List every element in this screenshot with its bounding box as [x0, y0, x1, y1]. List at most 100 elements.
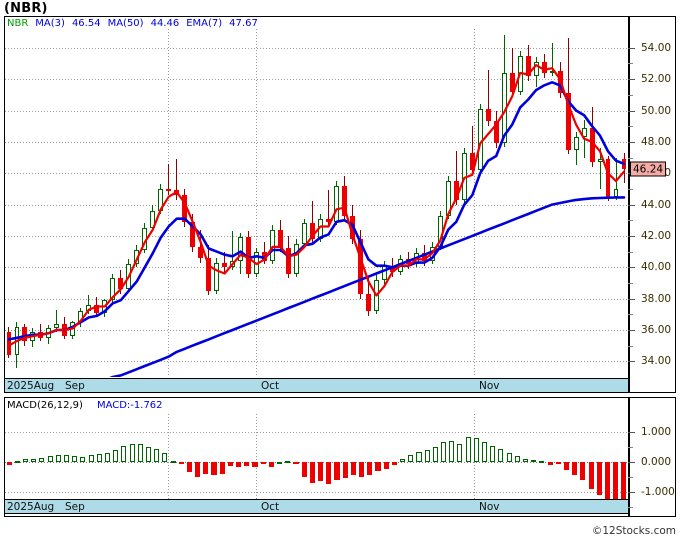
macd-histogram-bar [522, 458, 529, 462]
candle-body [222, 262, 228, 268]
macd-histogram-bar [301, 461, 307, 478]
macd-indicator-label: MACD(26,12,9) [7, 400, 83, 411]
macd-histogram-bar [391, 461, 397, 466]
candle-body [238, 237, 244, 261]
candle-body [365, 293, 371, 312]
price-axis-minor-tick [628, 188, 633, 190]
candle-body [94, 304, 100, 313]
candle-wick [224, 251, 226, 272]
macd-histogram-bar [129, 443, 135, 462]
candle-body [110, 278, 116, 301]
macd-histogram-bar [498, 449, 504, 462]
price-month-gridline [256, 29, 257, 377]
macd-histogram-bar [359, 461, 365, 478]
price-legend: NBR MA(3) 46.54 MA(50) 44.46 EMA(7) 47.67 [7, 18, 258, 29]
date-axis-label: 2025Aug [7, 501, 55, 513]
macd-histogram-bar [457, 444, 463, 462]
copyright-footer: ©12Stocks.com [591, 525, 676, 537]
macd-histogram-bar [227, 461, 233, 466]
macd-histogram-bar [375, 461, 381, 471]
macd-histogram-bar [244, 461, 250, 466]
macd-histogram-bar [350, 461, 356, 476]
macd-histogram-bar [490, 446, 496, 462]
macd-axis-tick [628, 461, 635, 463]
macd-axis-minor-tick [628, 446, 633, 448]
price-axis-minor-tick [628, 220, 633, 222]
macd-histogram-bar [252, 461, 258, 467]
macd-histogram-bar [195, 461, 201, 478]
price-axis-minor-tick [628, 126, 633, 128]
price-plot-area [5, 29, 628, 377]
date-axis-label: Oct [261, 380, 280, 392]
candle-wick [511, 47, 513, 97]
price-gridline [5, 235, 628, 237]
price-gridline [5, 361, 628, 363]
macd-plot-area [5, 414, 628, 514]
candle-wick [176, 159, 178, 200]
price-axis-label: 54.00 [641, 41, 672, 54]
macd-histogram-bar [162, 453, 168, 462]
candle-body [198, 246, 204, 258]
macd-histogram-bar [6, 461, 12, 465]
macd-histogram-bar [383, 461, 389, 469]
legend-ma50-value: 44.46 [150, 18, 180, 29]
price-axis-tick [628, 110, 635, 112]
candle-wick [615, 157, 617, 200]
price-axis-minor-tick [628, 251, 633, 253]
macd-gridline [5, 491, 628, 493]
price-gridline [5, 329, 628, 331]
price-axis-tick [628, 79, 635, 81]
macd-histogram-bar [334, 461, 340, 480]
candle-body [294, 243, 299, 274]
price-axis-label: 38.00 [641, 292, 672, 305]
candle-wick [200, 229, 202, 263]
price-overlay-lines [7, 63, 626, 377]
price-gridline [5, 47, 628, 49]
price-axis-minor-tick [628, 63, 633, 65]
macd-histogram-bar [47, 456, 53, 462]
date-axis-label: 2025Aug [7, 380, 55, 392]
macd-histogram-bar [113, 450, 119, 462]
macd-histogram-bar [473, 437, 479, 462]
macd-axis-minor-tick [628, 506, 633, 508]
macd-axis-tick [628, 491, 635, 493]
price-axis-tick [628, 235, 635, 237]
macd-histogram-bar [88, 455, 94, 462]
macd-histogram-bar [260, 461, 266, 464]
macd-histogram-bar [482, 442, 488, 462]
macd-histogram-bar [80, 456, 86, 462]
price-axis-label: 42.00 [641, 229, 672, 242]
candle-body [310, 223, 315, 240]
macd-histogram-bar [367, 461, 373, 475]
price-axis-tick [628, 298, 635, 300]
macd-histogram-bar [203, 461, 209, 474]
macd-histogram-bar [55, 454, 61, 462]
macd-axis-label: 1.000 [641, 425, 672, 438]
macd-histogram-bar [465, 436, 471, 462]
macd-histogram-bar [342, 461, 348, 479]
price-axis-tick [628, 329, 635, 331]
candle-wick [56, 309, 58, 332]
macd-histogram-bar [186, 461, 192, 473]
legend-ma50-label: MA(50) [107, 18, 144, 29]
macd-histogram-bar [145, 446, 151, 462]
price-axis-label: 36.00 [641, 323, 672, 336]
candle-wick [312, 201, 313, 244]
macd-histogram-bar [318, 461, 324, 482]
macd-histogram-bar [219, 461, 225, 475]
macd-month-gridline [474, 414, 475, 514]
macd-histogram-bar [96, 454, 102, 462]
candle-wick [487, 69, 489, 127]
candle-body [206, 257, 212, 291]
macd-histogram-bar [72, 455, 78, 462]
candle-wick [599, 148, 601, 189]
macd-histogram-bar [555, 461, 561, 464]
macd-histogram-bar [506, 452, 512, 462]
price-axis-minor-tick [628, 157, 633, 159]
macd-histogram-bar [424, 450, 430, 462]
price-gridline [5, 141, 628, 143]
price-gridline [5, 298, 628, 300]
macd-histogram-bar [277, 461, 283, 464]
macd-histogram-bar [236, 461, 242, 467]
